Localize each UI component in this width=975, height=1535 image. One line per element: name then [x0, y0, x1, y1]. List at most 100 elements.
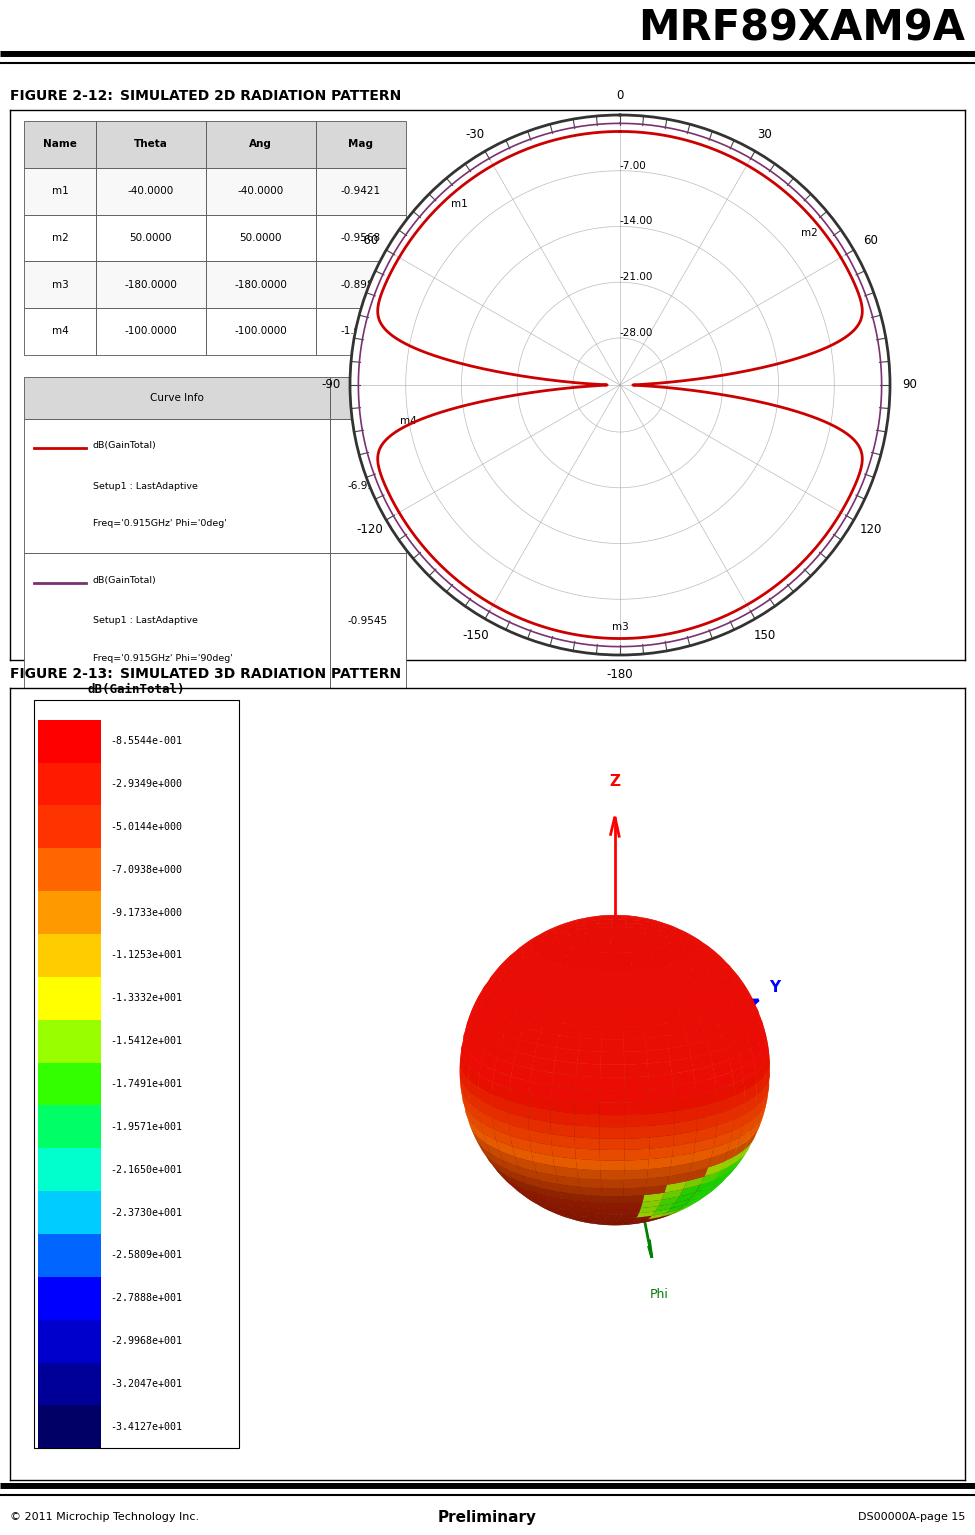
Text: -7.0938e+000: -7.0938e+000: [110, 864, 182, 875]
Text: -1.5412e+001: -1.5412e+001: [110, 1036, 182, 1047]
Text: -3.2047e+001: -3.2047e+001: [110, 1378, 182, 1389]
Bar: [96, 309, 206, 355]
Text: Setup1 : LastAdaptive: Setup1 : LastAdaptive: [93, 616, 198, 625]
Text: FIGURE 2-12:: FIGURE 2-12:: [10, 89, 113, 103]
Text: -0.8986: -0.8986: [341, 279, 381, 290]
Bar: [38, 1277, 100, 1320]
Bar: [316, 215, 407, 261]
Bar: [24, 167, 96, 215]
Text: m1: m1: [451, 200, 468, 209]
Text: -2.7888e+001: -2.7888e+001: [110, 1294, 182, 1303]
Text: Freq='0.915GHz' Phi='0deg': Freq='0.915GHz' Phi='0deg': [93, 519, 226, 528]
Bar: [38, 720, 100, 763]
Text: -1.0162: -1.0162: [341, 327, 381, 336]
Bar: [38, 933, 100, 976]
Bar: [330, 376, 407, 419]
Text: -9.1733e+000: -9.1733e+000: [110, 907, 182, 918]
Text: -6.9954: -6.9954: [348, 480, 388, 491]
Text: Curve Info: Curve Info: [150, 393, 204, 402]
Bar: [206, 309, 316, 355]
Bar: [38, 1320, 100, 1363]
Text: m2: m2: [52, 233, 68, 243]
Text: Mag: Mag: [348, 140, 373, 149]
Text: -1.9571e+001: -1.9571e+001: [110, 1122, 182, 1131]
Bar: [38, 1363, 100, 1406]
Text: © 2011 Microchip Technology Inc.: © 2011 Microchip Technology Inc.: [10, 1512, 199, 1523]
Bar: [24, 261, 96, 309]
Bar: [96, 121, 206, 167]
Bar: [316, 309, 407, 355]
Text: 50.0000: 50.0000: [130, 233, 172, 243]
Text: Name: Name: [43, 140, 77, 149]
Text: -1.1253e+001: -1.1253e+001: [110, 950, 182, 961]
Bar: [24, 554, 330, 688]
Text: Setup1 : LastAdaptive: Setup1 : LastAdaptive: [93, 482, 198, 491]
Text: DS00000A-page 15: DS00000A-page 15: [858, 1512, 965, 1523]
Bar: [24, 121, 96, 167]
Text: -0.9545: -0.9545: [348, 616, 388, 626]
Text: m3: m3: [52, 279, 68, 290]
Text: -2.9349e+000: -2.9349e+000: [110, 778, 182, 789]
Text: SIMULATED 2D RADIATION PATTERN: SIMULATED 2D RADIATION PATTERN: [120, 89, 401, 103]
Text: -180.0000: -180.0000: [234, 279, 287, 290]
Text: -100.0000: -100.0000: [234, 327, 287, 336]
Text: m2: m2: [801, 227, 818, 238]
Text: -2.9968e+001: -2.9968e+001: [110, 1335, 182, 1346]
Text: MRF89XAM9A: MRF89XAM9A: [639, 8, 965, 49]
Text: avg: avg: [359, 393, 377, 402]
Text: Theta: Theta: [134, 140, 168, 149]
Bar: [96, 261, 206, 309]
Text: Preliminary: Preliminary: [438, 1510, 537, 1524]
Bar: [24, 376, 330, 419]
Bar: [206, 215, 316, 261]
Text: 50.0000: 50.0000: [239, 233, 282, 243]
Bar: [206, 261, 316, 309]
Text: -180.0000: -180.0000: [124, 279, 177, 290]
Bar: [24, 215, 96, 261]
Bar: [38, 1406, 100, 1449]
Bar: [38, 1191, 100, 1234]
Bar: [96, 167, 206, 215]
Bar: [38, 1234, 100, 1277]
Text: -0.9421: -0.9421: [341, 186, 381, 196]
Text: -40.0000: -40.0000: [238, 186, 284, 196]
Text: -100.0000: -100.0000: [124, 327, 177, 336]
Bar: [330, 554, 407, 688]
Bar: [206, 167, 316, 215]
Text: -3.4127e+001: -3.4127e+001: [110, 1421, 182, 1432]
Bar: [38, 1105, 100, 1148]
Bar: [24, 309, 96, 355]
Text: m4: m4: [401, 416, 417, 425]
Text: Ang: Ang: [250, 140, 272, 149]
Text: -2.5809e+001: -2.5809e+001: [110, 1251, 182, 1260]
Text: dB(GainTotal): dB(GainTotal): [88, 683, 185, 695]
Bar: [316, 167, 407, 215]
Text: dB(GainTotal): dB(GainTotal): [93, 576, 157, 585]
Bar: [38, 1019, 100, 1062]
Text: m3: m3: [611, 622, 628, 631]
Bar: [96, 215, 206, 261]
Text: -2.1650e+001: -2.1650e+001: [110, 1165, 182, 1174]
Bar: [38, 1062, 100, 1105]
Bar: [38, 1148, 100, 1191]
Bar: [38, 892, 100, 933]
Bar: [330, 419, 407, 554]
Text: dB(GainTotal): dB(GainTotal): [93, 441, 157, 450]
Bar: [38, 976, 100, 1019]
Text: -1.3332e+001: -1.3332e+001: [110, 993, 182, 1004]
Bar: [33, 700, 239, 1449]
Bar: [24, 419, 330, 554]
Text: -8.5544e-001: -8.5544e-001: [110, 737, 182, 746]
Text: -2.3730e+001: -2.3730e+001: [110, 1208, 182, 1217]
Text: -5.0144e+000: -5.0144e+000: [110, 821, 182, 832]
Text: FIGURE 2-13:: FIGURE 2-13:: [10, 668, 112, 682]
Text: SIMULATED 3D RADIATION PATTERN: SIMULATED 3D RADIATION PATTERN: [120, 668, 401, 682]
Bar: [38, 806, 100, 849]
Text: Freq='0.915GHz' Phi='90deg': Freq='0.915GHz' Phi='90deg': [93, 654, 233, 663]
Bar: [38, 763, 100, 806]
Bar: [206, 121, 316, 167]
Bar: [316, 261, 407, 309]
Text: -40.0000: -40.0000: [128, 186, 174, 196]
Text: m1: m1: [52, 186, 68, 196]
Bar: [38, 849, 100, 892]
